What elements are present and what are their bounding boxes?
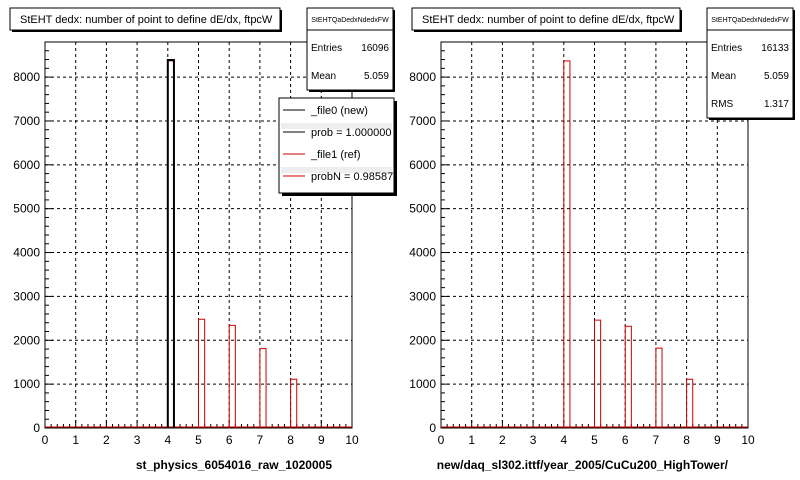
histogram-panel-1: 0 1 2 3 4 5 6 7 8 9 10 0 1000 2000 3000 4000 5000 6000 700… — [9, 7, 399, 472]
y-tick-label: 5000 — [13, 202, 40, 216]
legend-fill-swatch — [281, 167, 392, 173]
legend-entry-label: _file1 (ref) — [310, 149, 361, 161]
x-tick-label: 0 — [42, 433, 49, 447]
histogram-bar — [563, 60, 571, 428]
x-tick-label: 9 — [714, 433, 721, 447]
stats-histogram-name: StEHTQaDedxNdedxFW — [711, 17, 789, 24]
legend-box — [278, 97, 395, 194]
legend-entry-label: prob = 1.000000 — [311, 127, 391, 139]
histogram-bar — [594, 319, 602, 428]
y-tick-label: 2000 — [13, 333, 40, 347]
y-tick-label: 3000 — [13, 289, 40, 303]
y-tick-label: 2000 — [409, 333, 436, 347]
histogram-bar — [655, 347, 663, 428]
y-tick-label: 4000 — [13, 246, 40, 260]
x-tick-label: 8 — [287, 433, 294, 447]
histogram-bar — [228, 324, 236, 428]
y-tick-label: 1000 — [409, 377, 436, 391]
legend-entry-label: _file0 (new) — [310, 105, 368, 117]
x-tick-label: 3 — [134, 433, 141, 447]
stats-value: 16133 — [761, 43, 789, 54]
y-tick-label: 7000 — [13, 114, 40, 128]
y-tick-label: 8000 — [409, 70, 436, 84]
x-tick-label: 1 — [468, 433, 475, 447]
y-tick-label: 8000 — [13, 70, 40, 84]
histogram-bar — [686, 378, 694, 428]
y-tick-label: 3000 — [409, 289, 436, 303]
x-tick-label: 4 — [560, 433, 567, 447]
stats-label: Mean — [711, 71, 736, 82]
stats-histogram-name: StEHTQaDedxNdedxFW — [311, 17, 389, 24]
x-tick-label: 2 — [499, 433, 506, 447]
x-tick-label: 7 — [653, 433, 660, 447]
x-tick-label: 3 — [530, 433, 537, 447]
x-axis-title: new/daq_sl302.ittf/year_2005/CuCu200_Hig… — [437, 458, 729, 472]
x-tick-label: 5 — [195, 433, 202, 447]
y-tick-label: 7000 — [409, 114, 436, 128]
stats-label: RMS — [711, 99, 734, 110]
histogram-series-1 — [563, 60, 694, 428]
stats-label: Mean — [311, 71, 336, 82]
chart-title: StEHT dedx: number of point to define dE… — [20, 14, 273, 26]
x-tick-label: 7 — [257, 433, 264, 447]
legend-entry-label: probN = 0.985871 — [311, 171, 399, 183]
x-tick-label: 2 — [103, 433, 110, 447]
histogram-bar — [290, 378, 298, 428]
x-tick-label: 6 — [622, 433, 629, 447]
legend: _file0 (new) prob = 1.000000 _file1 (ref) p… — [278, 97, 399, 196]
histogram-bar — [624, 325, 632, 428]
y-tick-label: 0 — [429, 421, 436, 435]
x-tick-label: 1 — [72, 433, 79, 447]
chart-title: StEHT dedx: number of point to define dE… — [422, 14, 675, 26]
stats-box — [306, 7, 394, 91]
y-tick-label: 1000 — [13, 377, 40, 391]
histogram-bar — [198, 318, 206, 428]
y-tick-label: 4000 — [409, 246, 436, 260]
y-tick-label: 6000 — [409, 158, 436, 172]
x-tick-label: 4 — [164, 433, 171, 447]
x-tick-label: 6 — [226, 433, 233, 447]
stats-value: 1.317 — [764, 99, 789, 110]
title-box — [9, 7, 281, 31]
stats-value: 16096 — [361, 43, 389, 54]
stats-value: 5.059 — [364, 71, 389, 82]
x-tick-label: 10 — [345, 433, 359, 447]
x-tick-label: 9 — [318, 433, 325, 447]
stats-value: 5.059 — [764, 71, 789, 82]
x-axis-title: st_physics_6054016_raw_1020005 — [136, 458, 332, 472]
stats-label: Entries — [311, 43, 342, 54]
histogram-series-2 — [166, 58, 175, 428]
histogram-panel-2: 0 1 2 3 4 5 6 7 8 9 10 0 1000 2000 3000 4000 5000 6000 700… — [409, 7, 795, 472]
y-tick-label: 0 — [33, 421, 40, 435]
y-tick-label: 6000 — [13, 158, 40, 172]
x-tick-label: 10 — [741, 433, 755, 447]
y-tick-label: 5000 — [409, 202, 436, 216]
histogram-bar — [259, 348, 267, 428]
legend-fill-swatch — [281, 123, 392, 129]
x-tick-label: 8 — [683, 433, 690, 447]
histogram-bar — [166, 58, 175, 428]
x-tick-label: 5 — [591, 433, 598, 447]
x-tick-label: 0 — [438, 433, 445, 447]
title-box — [411, 7, 681, 31]
stats-label: Entries — [711, 43, 742, 54]
stats-box — [706, 7, 794, 119]
